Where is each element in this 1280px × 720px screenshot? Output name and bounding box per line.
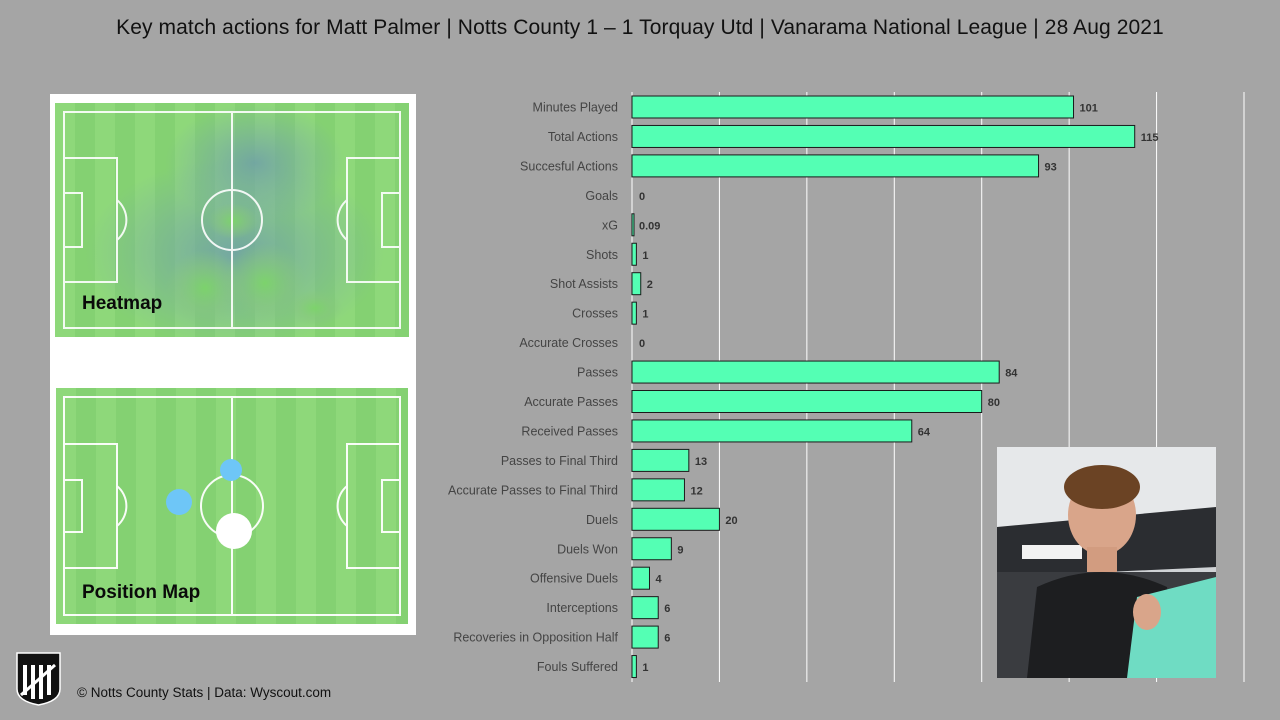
value-label: 1 <box>642 250 648 262</box>
pitch-panel: Heatmap Position Map <box>50 94 416 635</box>
value-label: 101 <box>1080 103 1098 115</box>
value-label: 12 <box>690 485 702 497</box>
bar <box>631 213 635 237</box>
value-label: 115 <box>1141 132 1159 144</box>
bar <box>631 655 637 679</box>
value-label: 0 <box>639 191 645 203</box>
value-label: 9 <box>677 544 683 556</box>
value-label: 80 <box>988 397 1000 409</box>
bar <box>631 566 650 590</box>
heat-zone <box>165 103 345 223</box>
value-label: 1 <box>642 309 648 321</box>
value-label: 6 <box>664 633 670 645</box>
bar <box>631 95 1075 119</box>
bar <box>631 478 685 502</box>
value-label: 0 <box>639 338 645 350</box>
category-label: Accurate Passes <box>524 395 618 409</box>
category-label: Passes to Final Third <box>501 454 618 468</box>
value-label: 0.09 <box>639 220 660 232</box>
bar <box>631 537 672 561</box>
value-label: 4 <box>655 574 662 586</box>
bar <box>631 301 637 325</box>
bar <box>631 124 1136 148</box>
footer-credit: © Notts County Stats | Data: Wyscout.com <box>77 685 332 700</box>
category-label: xG <box>602 218 618 232</box>
bar <box>631 448 690 472</box>
heat-zone <box>223 243 307 323</box>
value-label: 64 <box>918 426 931 438</box>
heat-zone <box>287 290 343 326</box>
position-marker <box>166 489 192 515</box>
bar <box>631 625 659 649</box>
bar <box>631 419 913 443</box>
category-label: Interceptions <box>546 601 618 615</box>
category-label: Shot Assists <box>550 277 618 291</box>
heat-zone <box>165 250 245 326</box>
category-label: Succesful Actions <box>520 159 618 173</box>
bar <box>631 507 720 531</box>
value-label: 93 <box>1045 161 1057 173</box>
value-label: 6 <box>664 603 670 615</box>
position-map-pitch <box>56 388 408 624</box>
value-label: 13 <box>695 456 707 468</box>
bar <box>631 360 1000 384</box>
bar <box>631 596 659 620</box>
category-label: Minutes Played <box>533 101 619 115</box>
category-label: Offensive Duels <box>530 572 618 586</box>
bar <box>631 272 642 296</box>
category-label: Shots <box>586 248 618 262</box>
value-label: 2 <box>647 279 653 291</box>
value-label: 1 <box>642 662 648 674</box>
category-label: Total Actions <box>548 130 618 144</box>
bar <box>631 242 637 266</box>
bar <box>631 154 1040 178</box>
category-label: Fouls Suffered <box>537 660 618 674</box>
category-label: Accurate Passes to Final Third <box>448 483 618 497</box>
position-marker <box>220 459 242 481</box>
heatmap-pitch <box>55 103 409 337</box>
category-label: Accurate Crosses <box>519 336 618 350</box>
position-marker-main <box>216 513 252 549</box>
category-label: Duels <box>586 513 618 527</box>
heatmap-label: Heatmap <box>82 293 163 314</box>
category-label: Received Passes <box>521 424 618 438</box>
category-label: Goals <box>585 189 618 203</box>
value-label: 20 <box>725 515 737 527</box>
player-photo <box>997 447 1216 678</box>
value-label: 84 <box>1005 368 1018 380</box>
bar <box>631 390 983 413</box>
chart-title: Key match actions for Matt Palmer | Nott… <box>116 16 1164 39</box>
category-label: Recoveries in Opposition Half <box>453 631 618 645</box>
position-map-label: Position Map <box>82 582 201 603</box>
notts-county-stats-logo <box>16 652 61 706</box>
category-label: Crosses <box>572 307 618 321</box>
category-label: Duels Won <box>557 542 618 556</box>
category-label: Passes <box>577 366 618 380</box>
